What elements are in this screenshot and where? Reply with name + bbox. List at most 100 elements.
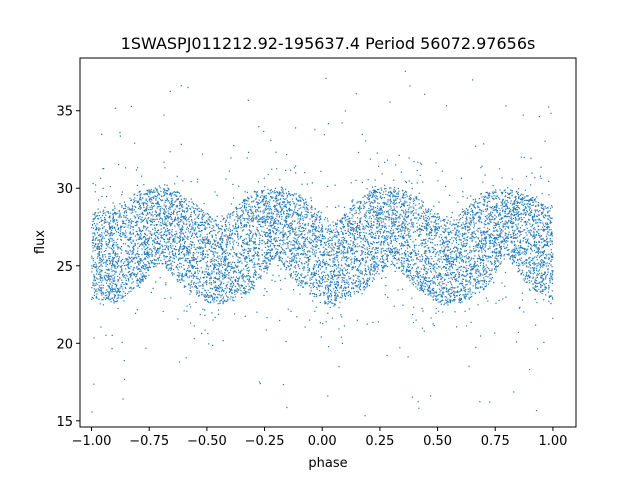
data-point xyxy=(194,229,196,231)
data-point xyxy=(379,196,381,198)
data-point xyxy=(374,185,376,188)
data-point xyxy=(408,211,410,213)
data-point xyxy=(550,204,553,207)
data-point xyxy=(540,281,542,283)
data-point xyxy=(184,215,187,217)
data-point xyxy=(107,285,109,287)
data-point xyxy=(281,195,283,197)
data-point xyxy=(160,259,162,262)
data-point xyxy=(393,258,395,260)
data-point xyxy=(286,200,288,202)
data-point xyxy=(235,207,237,210)
data-point xyxy=(237,236,239,238)
data-point xyxy=(471,275,473,277)
chart-title: 1SWASPJ011212.92-195637.4 Period 56072.9… xyxy=(121,34,536,53)
data-point xyxy=(533,264,535,266)
data-point xyxy=(403,205,405,207)
data-point xyxy=(144,233,146,236)
data-point xyxy=(438,258,440,260)
data-point xyxy=(286,153,288,156)
data-point xyxy=(349,278,351,280)
data-point xyxy=(100,244,102,247)
data-point xyxy=(348,246,350,248)
data-point xyxy=(144,258,147,260)
data-point xyxy=(512,225,514,227)
data-point xyxy=(397,192,399,194)
data-point xyxy=(203,202,205,205)
data-point xyxy=(249,288,251,290)
data-point xyxy=(112,278,114,280)
data-point xyxy=(310,211,312,213)
data-point xyxy=(388,214,390,216)
data-point xyxy=(174,208,176,210)
data-point xyxy=(207,242,210,245)
data-point xyxy=(370,191,372,194)
data-point xyxy=(303,237,305,239)
data-point xyxy=(194,208,196,210)
data-point xyxy=(276,253,279,255)
data-point xyxy=(114,229,117,231)
data-point xyxy=(279,198,281,201)
data-point xyxy=(321,237,323,240)
data-point xyxy=(489,273,491,275)
data-point xyxy=(348,283,350,285)
data-point xyxy=(91,267,93,270)
data-point xyxy=(349,250,352,252)
data-point xyxy=(455,242,458,244)
data-point xyxy=(163,258,165,260)
data-point xyxy=(447,281,449,284)
data-point xyxy=(139,270,141,272)
data-point xyxy=(378,218,380,220)
data-point xyxy=(371,280,374,282)
data-point xyxy=(113,205,116,207)
data-point xyxy=(249,229,251,232)
data-point xyxy=(537,222,539,224)
data-point xyxy=(317,273,319,276)
data-point xyxy=(477,280,480,282)
data-point xyxy=(264,234,267,236)
data-point xyxy=(217,303,219,305)
data-point xyxy=(181,276,183,278)
data-point xyxy=(535,289,537,291)
data-point xyxy=(360,262,362,264)
data-point xyxy=(234,225,237,228)
data-point xyxy=(462,255,464,257)
data-point xyxy=(93,337,95,339)
data-point xyxy=(528,213,530,215)
data-point xyxy=(303,230,305,232)
data-point xyxy=(275,248,277,250)
data-point xyxy=(252,254,255,257)
data-point xyxy=(337,276,339,278)
data-point xyxy=(454,250,456,252)
data-point xyxy=(202,249,204,252)
data-point xyxy=(352,234,354,236)
data-point xyxy=(222,248,224,251)
data-point xyxy=(311,206,313,208)
data-point xyxy=(315,249,317,251)
data-point xyxy=(363,206,365,208)
data-point xyxy=(158,185,160,187)
data-point xyxy=(445,259,447,261)
data-point xyxy=(169,267,171,269)
data-point xyxy=(273,257,275,259)
data-point xyxy=(290,276,292,278)
data-point xyxy=(147,269,149,271)
data-point xyxy=(164,221,166,223)
data-point xyxy=(427,215,429,218)
data-point xyxy=(141,260,143,262)
data-point xyxy=(428,263,430,265)
data-point xyxy=(92,247,94,249)
data-point xyxy=(535,256,538,258)
data-point xyxy=(225,234,227,236)
data-point xyxy=(123,283,125,286)
data-point xyxy=(230,157,232,159)
data-point xyxy=(173,210,175,212)
data-point xyxy=(352,248,354,250)
data-point xyxy=(104,216,106,219)
data-point xyxy=(328,276,330,278)
data-point xyxy=(422,282,424,284)
data-point xyxy=(301,183,303,185)
data-point xyxy=(407,356,409,358)
data-point xyxy=(502,223,504,225)
data-point xyxy=(385,264,387,266)
